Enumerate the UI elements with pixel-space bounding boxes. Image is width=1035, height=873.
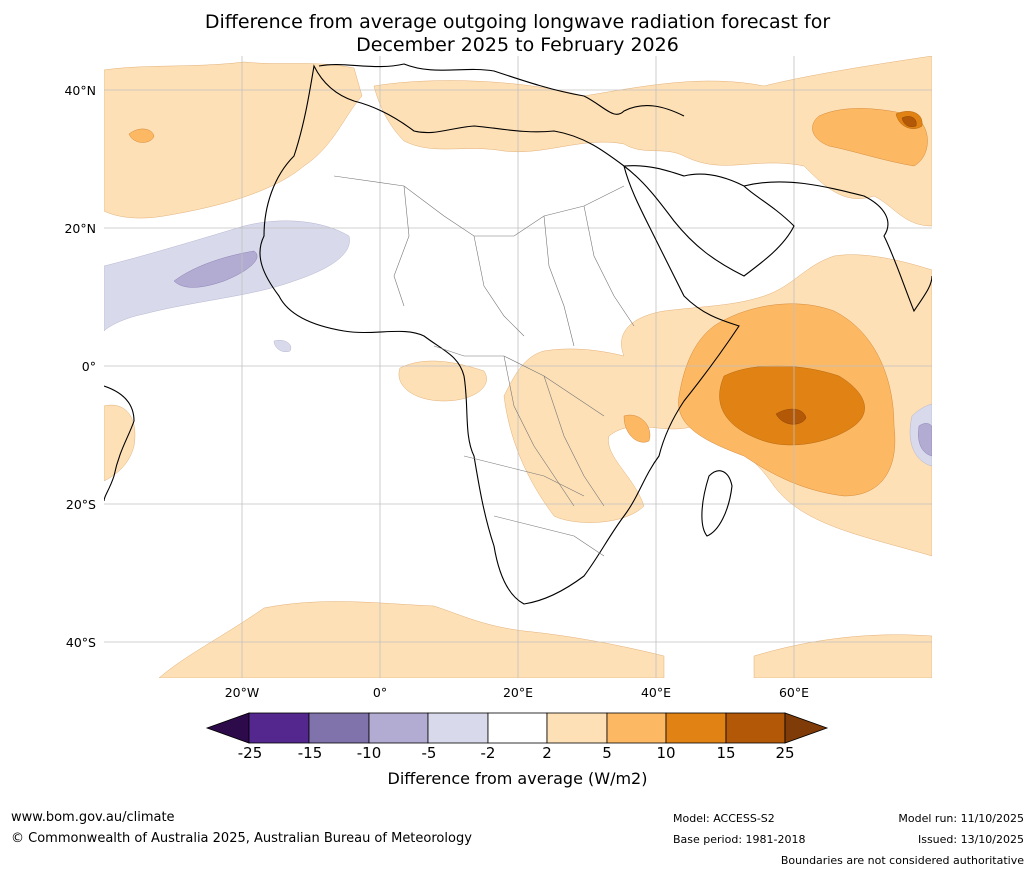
graticule bbox=[104, 56, 932, 678]
lon-label-20w: 20°W bbox=[224, 685, 260, 700]
colorbar-tick-neg2: -2 bbox=[480, 744, 496, 762]
colorbar-tick-10: 10 bbox=[656, 744, 676, 762]
colorbar-tick-neg15: -15 bbox=[297, 744, 323, 762]
map-title-line-1: Difference from average outgoing longwav… bbox=[204, 11, 831, 33]
anomaly-field-neg-10-5 bbox=[173, 250, 932, 457]
colorbar-segment-pos-2-5 bbox=[546, 712, 608, 744]
colorbar-segment-pos-10-15 bbox=[665, 712, 727, 744]
colorbar-tick-2: 2 bbox=[542, 744, 552, 762]
ocean-map bbox=[104, 56, 932, 678]
footer-model-run: Model run: 11/10/2025 bbox=[898, 812, 1024, 825]
anomaly-field-pos-15-25 bbox=[775, 116, 917, 425]
footer-base-period: Base period: 1981-2018 bbox=[673, 833, 806, 846]
colorbar-tick-5: 5 bbox=[602, 744, 612, 762]
lat-label-40n: 40°N bbox=[64, 83, 96, 98]
lat-label-20s: 20°S bbox=[65, 497, 96, 512]
colorbar-segment-neg-25-15 bbox=[248, 712, 310, 744]
colorbar-tick-15: 15 bbox=[716, 744, 736, 762]
colorbar-extend-min bbox=[205, 712, 250, 744]
colorbar-title: Difference from average (W/m2) bbox=[387, 769, 648, 788]
colorbar-extend-max bbox=[784, 712, 829, 744]
colorbar-tick-25: 25 bbox=[775, 744, 795, 762]
lat-label-20n: 20°N bbox=[64, 221, 96, 236]
footer-model: Model: ACCESS-S2 bbox=[673, 812, 775, 825]
lat-label-0: 0° bbox=[81, 359, 96, 374]
map-title-line-2: December 2025 to February 2026 bbox=[356, 34, 679, 56]
country-borders bbox=[333, 175, 635, 557]
colorbar-tick-neg10: -10 bbox=[356, 744, 382, 762]
coastlines bbox=[104, 63, 932, 605]
colorbar-segment-neg-15-10 bbox=[308, 712, 370, 744]
lon-label-20e: 20°E bbox=[502, 685, 534, 700]
lon-label-0: 0° bbox=[372, 685, 388, 700]
footer-boundaries-note: Boundaries are not considered authoritat… bbox=[780, 854, 1024, 867]
colorbar-segment-neg-10-5 bbox=[368, 712, 429, 744]
lat-label-40s: 40°S bbox=[65, 635, 96, 650]
lon-label-40e: 40°E bbox=[640, 685, 672, 700]
colorbar-segment-neg-5-2 bbox=[427, 712, 489, 744]
colorbar-segment-pos-5-10 bbox=[606, 712, 667, 744]
colorbar-tick-neg25: -25 bbox=[237, 744, 263, 762]
footer-issued: Issued: 13/10/2025 bbox=[917, 833, 1024, 846]
lon-label-60e: 60°E bbox=[778, 685, 810, 700]
footer-website-link[interactable]: www.bom.gov.au/climate bbox=[11, 810, 175, 825]
colorbar-segment-neutral bbox=[487, 712, 548, 744]
colorbar-tick-neg5: -5 bbox=[421, 744, 437, 762]
colorbar bbox=[205, 712, 829, 744]
colorbar-segment-pos-15-25 bbox=[725, 712, 786, 744]
footer-copyright: © Commonwealth of Australia 2025, Austra… bbox=[11, 831, 472, 846]
